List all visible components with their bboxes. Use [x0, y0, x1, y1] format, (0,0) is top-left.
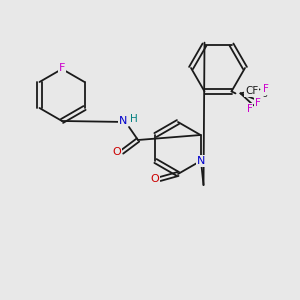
Text: CF: CF: [245, 86, 258, 96]
Text: H: H: [130, 114, 138, 124]
Text: F: F: [247, 104, 252, 114]
Text: F: F: [262, 84, 268, 94]
Text: N: N: [119, 116, 127, 126]
Text: F: F: [59, 63, 65, 73]
Text: F: F: [255, 98, 260, 108]
Text: O: O: [112, 147, 122, 157]
Text: 3: 3: [262, 90, 267, 99]
Text: N: N: [197, 156, 206, 166]
Text: O: O: [151, 174, 159, 184]
